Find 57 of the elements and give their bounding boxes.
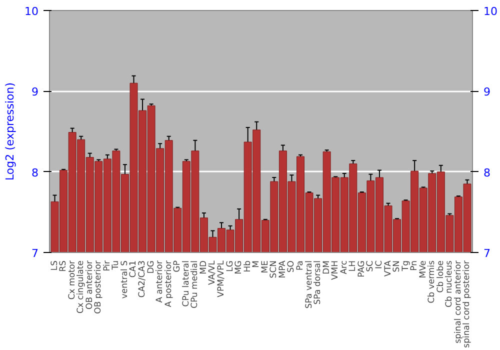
x-tick-label: Tg: [400, 260, 411, 272]
x-tick-label: Pn: [410, 260, 420, 271]
x-tick-label: LH: [348, 260, 358, 272]
y2-tick-label: 9: [484, 86, 490, 99]
x-tick-label: SCN: [269, 260, 280, 278]
x-tick-label: Pir: [102, 260, 112, 272]
x-tick-label: Tu: [111, 260, 122, 271]
x-tick-label: Pa: [295, 260, 306, 270]
x-tick-label: VA/VL: [208, 260, 218, 285]
x-tick-label: OB anterior: [84, 260, 95, 310]
x-tick-label: M: [252, 260, 262, 268]
y-tick-label: 9: [32, 86, 38, 99]
x-tick-label: OB posterior: [94, 260, 104, 314]
x-tick-label: GP: [172, 260, 183, 272]
x-tick-label: spinal cord anterior: [453, 260, 464, 344]
y-tick-label: 7: [32, 247, 38, 260]
x-tick-label: CA2/CA3: [138, 260, 148, 298]
x-tick-label: RS: [58, 260, 69, 272]
x-tick-label: Cb nucleus: [444, 260, 455, 308]
x-tick-label: SN: [392, 260, 402, 272]
x-tick-label: CA1: [128, 260, 139, 278]
x-tick-label: Cb vermis: [427, 260, 438, 304]
x-tick-label: DM: [322, 260, 332, 274]
x-tick-label: A posterior: [164, 260, 174, 308]
x-tick-label: IC: [374, 260, 384, 269]
x-tick-label: SPa dorsal: [313, 260, 324, 305]
x-tick-label: SO: [286, 260, 297, 273]
x-tick-label: SPa ventral: [304, 260, 314, 309]
x-tick-label: PAG: [356, 260, 367, 278]
x-tick-label: VTA: [383, 260, 394, 277]
x-tick-label: A anterior: [155, 260, 166, 303]
y-tick-label: 10: [24, 5, 39, 18]
x-tick-label: VMH: [330, 260, 341, 280]
x-tick-label: ventral S: [120, 260, 130, 299]
x-tick-label: LG: [225, 260, 236, 272]
x-tick-label: Cx motor: [67, 260, 78, 300]
x-tick-label: LS: [50, 260, 60, 271]
x-tick-label: MVe: [418, 260, 428, 278]
x-tick-label: DG: [146, 260, 156, 274]
x-tick-label: Hb: [242, 260, 253, 272]
x-tick-label: MPA: [278, 260, 288, 278]
y-tick-label: 8: [32, 166, 38, 180]
y2-tick-label: 7: [484, 247, 490, 260]
x-tick-label: MD: [198, 260, 209, 274]
x-tick-label: Cb lobe: [436, 260, 446, 293]
x-tick-label: CPu lateral: [181, 260, 192, 307]
y2-tick-label: 8: [484, 166, 490, 180]
x-tick-label: MG: [234, 260, 244, 274]
x-tick-label: CPu medial: [190, 260, 200, 308]
y2-tick-label: 10: [484, 5, 498, 18]
x-tick-label: VPM/VPL: [216, 260, 227, 298]
y-axis-title: Log2 (expression): [4, 82, 17, 181]
x-tick-label: Cx cingulate: [76, 260, 86, 314]
x-tick-label: ME: [260, 260, 270, 274]
x-tick-label: SC: [366, 260, 376, 272]
x-tick-label: spinal cord posterior: [462, 260, 472, 348]
x-tick-label: Arc: [339, 260, 350, 274]
